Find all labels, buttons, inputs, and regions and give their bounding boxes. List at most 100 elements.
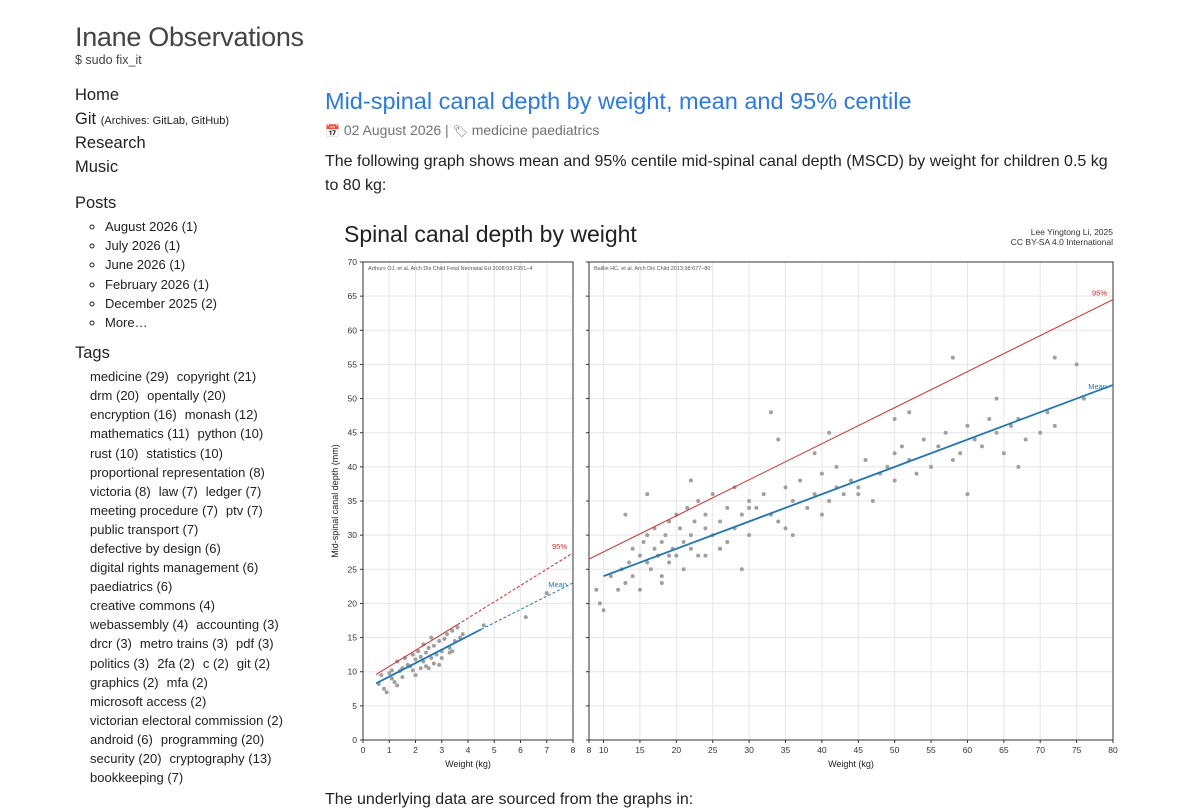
tag-link[interactable]: git (2) bbox=[236, 655, 271, 671]
data-point bbox=[856, 492, 861, 497]
data-point bbox=[688, 478, 693, 483]
data-point bbox=[413, 657, 418, 662]
site-subtitle: $ sudo fix_it bbox=[75, 53, 142, 67]
tag-link[interactable]: ledger (7) bbox=[205, 483, 262, 499]
y-tick-label: 40 bbox=[348, 462, 358, 472]
data-point bbox=[384, 690, 389, 695]
tag-link[interactable]: monash (12) bbox=[184, 407, 258, 423]
tag-link[interactable]: medicine (29) bbox=[90, 369, 169, 385]
tags-icon: 🏷 bbox=[452, 124, 468, 138]
data-point bbox=[379, 673, 384, 678]
data-point bbox=[674, 553, 679, 558]
tag-link[interactable]: cryptography (13) bbox=[169, 751, 272, 766]
data-point bbox=[739, 567, 744, 572]
tag-link[interactable]: microsoft access (2) bbox=[90, 693, 207, 709]
tag-link[interactable]: law (7) bbox=[158, 483, 198, 499]
tag-link[interactable]: victoria (8) bbox=[90, 483, 151, 499]
tag-link[interactable]: metro trains (3) bbox=[139, 636, 229, 652]
post-archive-item[interactable]: December 2025 (2) bbox=[105, 294, 305, 313]
data-point bbox=[418, 666, 423, 671]
site-title[interactable]: Inane Observations bbox=[75, 22, 304, 52]
post-archive-item[interactable]: July 2026 (1) bbox=[105, 236, 305, 255]
x-tick-label: 50 bbox=[890, 745, 900, 755]
nav-research[interactable]: Research bbox=[75, 134, 305, 158]
tag-link[interactable]: pdf (3) bbox=[236, 636, 274, 652]
tag-link[interactable]: drcr (3) bbox=[90, 636, 132, 652]
tag-link[interactable]: security (20) bbox=[90, 751, 162, 766]
post-archive-item[interactable]: February 2026 (1) bbox=[105, 275, 305, 294]
tag-link[interactable]: politics (3) bbox=[90, 655, 150, 671]
nav-music[interactable]: Music bbox=[75, 158, 305, 182]
tag-link[interactable]: bookkeeping (7) bbox=[90, 770, 184, 786]
x-tick-label: 65 bbox=[999, 745, 1009, 755]
tag-link[interactable]: android (6) bbox=[90, 731, 153, 747]
data-point bbox=[382, 686, 386, 691]
x-tick-label: 70 bbox=[1035, 745, 1045, 755]
x-tick-label: 2 bbox=[413, 745, 418, 755]
tag-link[interactable]: meeting procedure (7) bbox=[90, 502, 218, 518]
tag-link[interactable]: public transport (7) bbox=[90, 521, 199, 537]
tag-link[interactable]: python (10) bbox=[197, 426, 264, 442]
data-point bbox=[455, 625, 460, 630]
tag-link[interactable]: graphics (2) bbox=[90, 674, 159, 690]
tag-link[interactable]: proportional representation (8) bbox=[90, 464, 265, 480]
nav-git-archives[interactable]: (Archives: GitLab, GitHub) bbox=[100, 115, 230, 127]
tag-link[interactable]: mathematics (11) bbox=[90, 426, 190, 442]
data-point bbox=[892, 478, 897, 483]
post-tags[interactable]: medicine paediatrics bbox=[471, 122, 600, 138]
data-point bbox=[725, 539, 730, 544]
y-tick-label: 25 bbox=[348, 564, 358, 574]
post-title[interactable]: Mid-spinal canal depth by weight, mean a… bbox=[325, 88, 912, 114]
data-point bbox=[442, 636, 447, 641]
tag-link[interactable]: defective by design (6) bbox=[90, 540, 221, 556]
data-point bbox=[667, 519, 672, 524]
posts-list: August 2026 (1) July 2026 (1) June 2026 … bbox=[75, 217, 305, 332]
sidebar: Home Git (Archives: GitLab, GitHub) Rese… bbox=[75, 86, 305, 787]
tag-link[interactable]: encryption (16) bbox=[90, 407, 177, 423]
data-point bbox=[950, 355, 955, 360]
data-point bbox=[761, 492, 766, 497]
tag-link[interactable]: statistics (10) bbox=[146, 445, 223, 461]
data-point bbox=[747, 505, 752, 510]
tag-link[interactable]: creative commons (4) bbox=[90, 598, 215, 614]
tag-link[interactable]: accounting (3) bbox=[196, 617, 279, 633]
data-point bbox=[1081, 396, 1086, 401]
post-archive-more[interactable]: More… bbox=[105, 313, 305, 332]
x-tick-label: 4 bbox=[466, 745, 471, 755]
mean-extension-line bbox=[480, 582, 574, 630]
tag-link[interactable]: webassembly (4) bbox=[90, 617, 189, 633]
data-point bbox=[641, 539, 646, 544]
data-point bbox=[747, 499, 752, 503]
post-archive-item[interactable]: August 2026 (1) bbox=[105, 217, 305, 236]
data-point bbox=[450, 628, 455, 633]
nav-home[interactable]: Home bbox=[75, 86, 305, 110]
y-tick-label: 65 bbox=[348, 291, 358, 301]
data-point bbox=[601, 608, 606, 613]
nav-git[interactable]: Git (Archives: GitLab, GitHub) bbox=[75, 110, 305, 134]
data-point bbox=[431, 643, 436, 648]
centile-95-line bbox=[375, 624, 458, 675]
x-tick-label: 3 bbox=[439, 745, 444, 755]
tag-link[interactable]: rust (10) bbox=[90, 445, 139, 461]
tag-link[interactable]: digital rights management (6) bbox=[90, 560, 259, 576]
data-point bbox=[790, 499, 795, 503]
tag-link[interactable]: mfa (2) bbox=[166, 674, 208, 690]
data-point bbox=[688, 546, 693, 551]
data-point bbox=[987, 417, 992, 422]
tag-link[interactable]: victorian electoral commission (2) bbox=[90, 712, 283, 728]
data-point bbox=[659, 574, 664, 579]
post-archive-item[interactable]: June 2026 (1) bbox=[105, 255, 305, 274]
data-point bbox=[481, 623, 486, 628]
tag-link[interactable]: opentally (20) bbox=[147, 388, 226, 404]
data-point bbox=[523, 615, 528, 620]
tag-link[interactable]: 2fa (2) bbox=[157, 655, 195, 671]
y-tick-label: 0 bbox=[352, 735, 357, 745]
tag-link[interactable]: paediatrics (6) bbox=[90, 579, 173, 595]
tag-link[interactable]: drm (20) bbox=[90, 388, 140, 404]
data-point bbox=[387, 671, 392, 676]
tag-link[interactable]: programming (20) bbox=[160, 731, 265, 747]
tag-link[interactable]: c (2) bbox=[202, 655, 229, 671]
tag-link[interactable]: ptv (7) bbox=[225, 502, 263, 518]
tag-link[interactable]: copyright (21) bbox=[176, 369, 257, 385]
data-point bbox=[652, 546, 657, 551]
